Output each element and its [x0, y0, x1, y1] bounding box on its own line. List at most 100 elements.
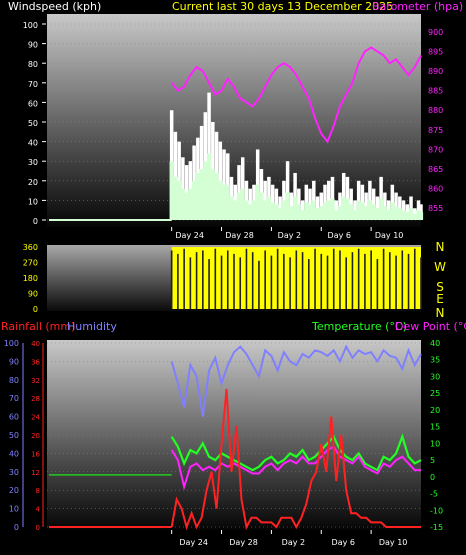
temperature-tick-label: 40 — [430, 339, 440, 348]
average-bar — [289, 206, 294, 220]
barometer-ticks: 855 860 865 870 875 880 885 890 895 900 — [428, 28, 443, 213]
average-bar — [255, 184, 260, 220]
windspeed-tick-label: 60 — [28, 99, 38, 108]
wind-x-ticks: Day 24 Day 28 Day 2 Day 6 Day 10 — [171, 227, 404, 240]
direction-gap — [220, 255, 223, 309]
average-bar — [292, 196, 298, 220]
direction-gap — [314, 248, 316, 309]
average-bar — [210, 169, 215, 220]
average-bar — [180, 188, 185, 220]
windspeed-tick-label: 50 — [28, 119, 38, 128]
gust-bar — [315, 196, 320, 220]
average-bar — [364, 206, 369, 220]
direction-gap — [308, 259, 310, 309]
direction-tick-label: 90 — [28, 290, 38, 299]
average-bar — [259, 192, 264, 220]
average-bar — [266, 196, 272, 220]
wind-barometer-panel: Windspeed (kph) Current last 30 days 13 … — [8, 0, 463, 240]
rainfall-tick-label: 16 — [31, 450, 40, 458]
direction-gap — [170, 250, 173, 309]
temperature-tick-label: -15 — [430, 523, 443, 532]
gust-bar — [409, 196, 413, 220]
average-bar — [326, 200, 331, 220]
average-bar — [199, 169, 204, 220]
compass-letter: W — [434, 260, 446, 274]
compass-letter: N — [436, 306, 445, 320]
rainfall-tick-label: 12 — [31, 469, 40, 477]
compass-letter: E — [436, 292, 444, 306]
wind-x-tick-label: Day 10 — [375, 231, 404, 240]
humidity-line — [170, 344, 422, 417]
windspeed-axis-label: Windspeed (kph) — [8, 0, 101, 13]
average-bar — [408, 208, 414, 220]
average-bar — [311, 200, 316, 220]
average-bar — [251, 200, 257, 220]
direction-gap — [376, 259, 379, 309]
direction-gap — [202, 250, 204, 309]
average-bar — [352, 210, 358, 220]
average-bar — [371, 204, 376, 220]
direction-gap — [258, 260, 260, 309]
direction-ticks: 0 90 180 270 360 — [23, 243, 38, 314]
average-bar — [248, 204, 253, 220]
average-bar — [192, 180, 197, 220]
average-bar — [225, 184, 230, 220]
barometer-tick-label: 895 — [428, 47, 443, 56]
temperature-plot-area — [47, 340, 421, 530]
temperature-x-ticks: Day 24 Day 28 Day 2 Day 6 Day 10 — [171, 530, 407, 547]
average-bar — [307, 204, 313, 220]
average-bar — [401, 210, 406, 220]
rainfall-tick-label: 32 — [31, 377, 40, 385]
barometer-tick-label: 900 — [428, 28, 443, 37]
average-bar — [345, 198, 350, 220]
direction-gap — [214, 248, 217, 309]
direction-gap — [351, 252, 354, 309]
average-bar — [330, 198, 335, 220]
temperature-x-tick-label: Day 28 — [229, 538, 258, 547]
average-bar — [319, 206, 324, 220]
barometer-tick-label: 875 — [428, 126, 443, 135]
direction-gap — [345, 257, 347, 309]
average-bar — [341, 196, 346, 220]
direction-gap — [289, 257, 291, 309]
barometer-tick-label: 865 — [428, 165, 443, 174]
average-bar — [296, 204, 301, 220]
average-bar — [278, 208, 283, 220]
direction-gap — [208, 259, 210, 309]
average-bar — [244, 200, 249, 220]
direction-gap — [320, 253, 323, 309]
wind-x-tick-label: Day 6 — [328, 231, 351, 240]
average-bar — [304, 202, 309, 220]
temperature-x-tick-label: Day 24 — [179, 538, 208, 547]
temperature-x-tick-label: Day 6 — [332, 538, 355, 547]
humidity-tick-label: 30 — [9, 468, 19, 477]
direction-gap — [226, 250, 229, 309]
rainfall-tick-label: 40 — [31, 340, 40, 348]
average-bar — [285, 192, 290, 220]
temperature-tick-label: 25 — [430, 389, 440, 398]
humidity-tick-label: 0 — [14, 523, 19, 532]
average-bar — [203, 161, 208, 220]
temperature-tick-label: 35 — [430, 356, 440, 365]
windspeed-tick-label: 80 — [28, 60, 38, 69]
rainfall-tick-label: 24 — [31, 414, 40, 422]
gust-bar — [375, 196, 380, 220]
average-bar — [337, 206, 343, 220]
average-bar — [405, 212, 410, 220]
direction-gap — [283, 253, 285, 309]
humidity-tick-label: 60 — [9, 413, 19, 422]
barometer-tick-label: 870 — [428, 145, 443, 154]
temperature-tick-label: 0 — [430, 473, 435, 482]
humidity-axis-label: Humidity — [67, 320, 117, 333]
humidity-tick-label: 20 — [9, 486, 19, 495]
average — [169, 153, 424, 220]
direction-gap — [364, 253, 366, 309]
barometer-tick-label: 880 — [428, 106, 443, 115]
direction-gap — [401, 250, 404, 309]
dewpoint-line — [170, 445, 421, 491]
rainfall-tick-label: 8 — [36, 487, 40, 495]
average-bar — [169, 161, 174, 220]
